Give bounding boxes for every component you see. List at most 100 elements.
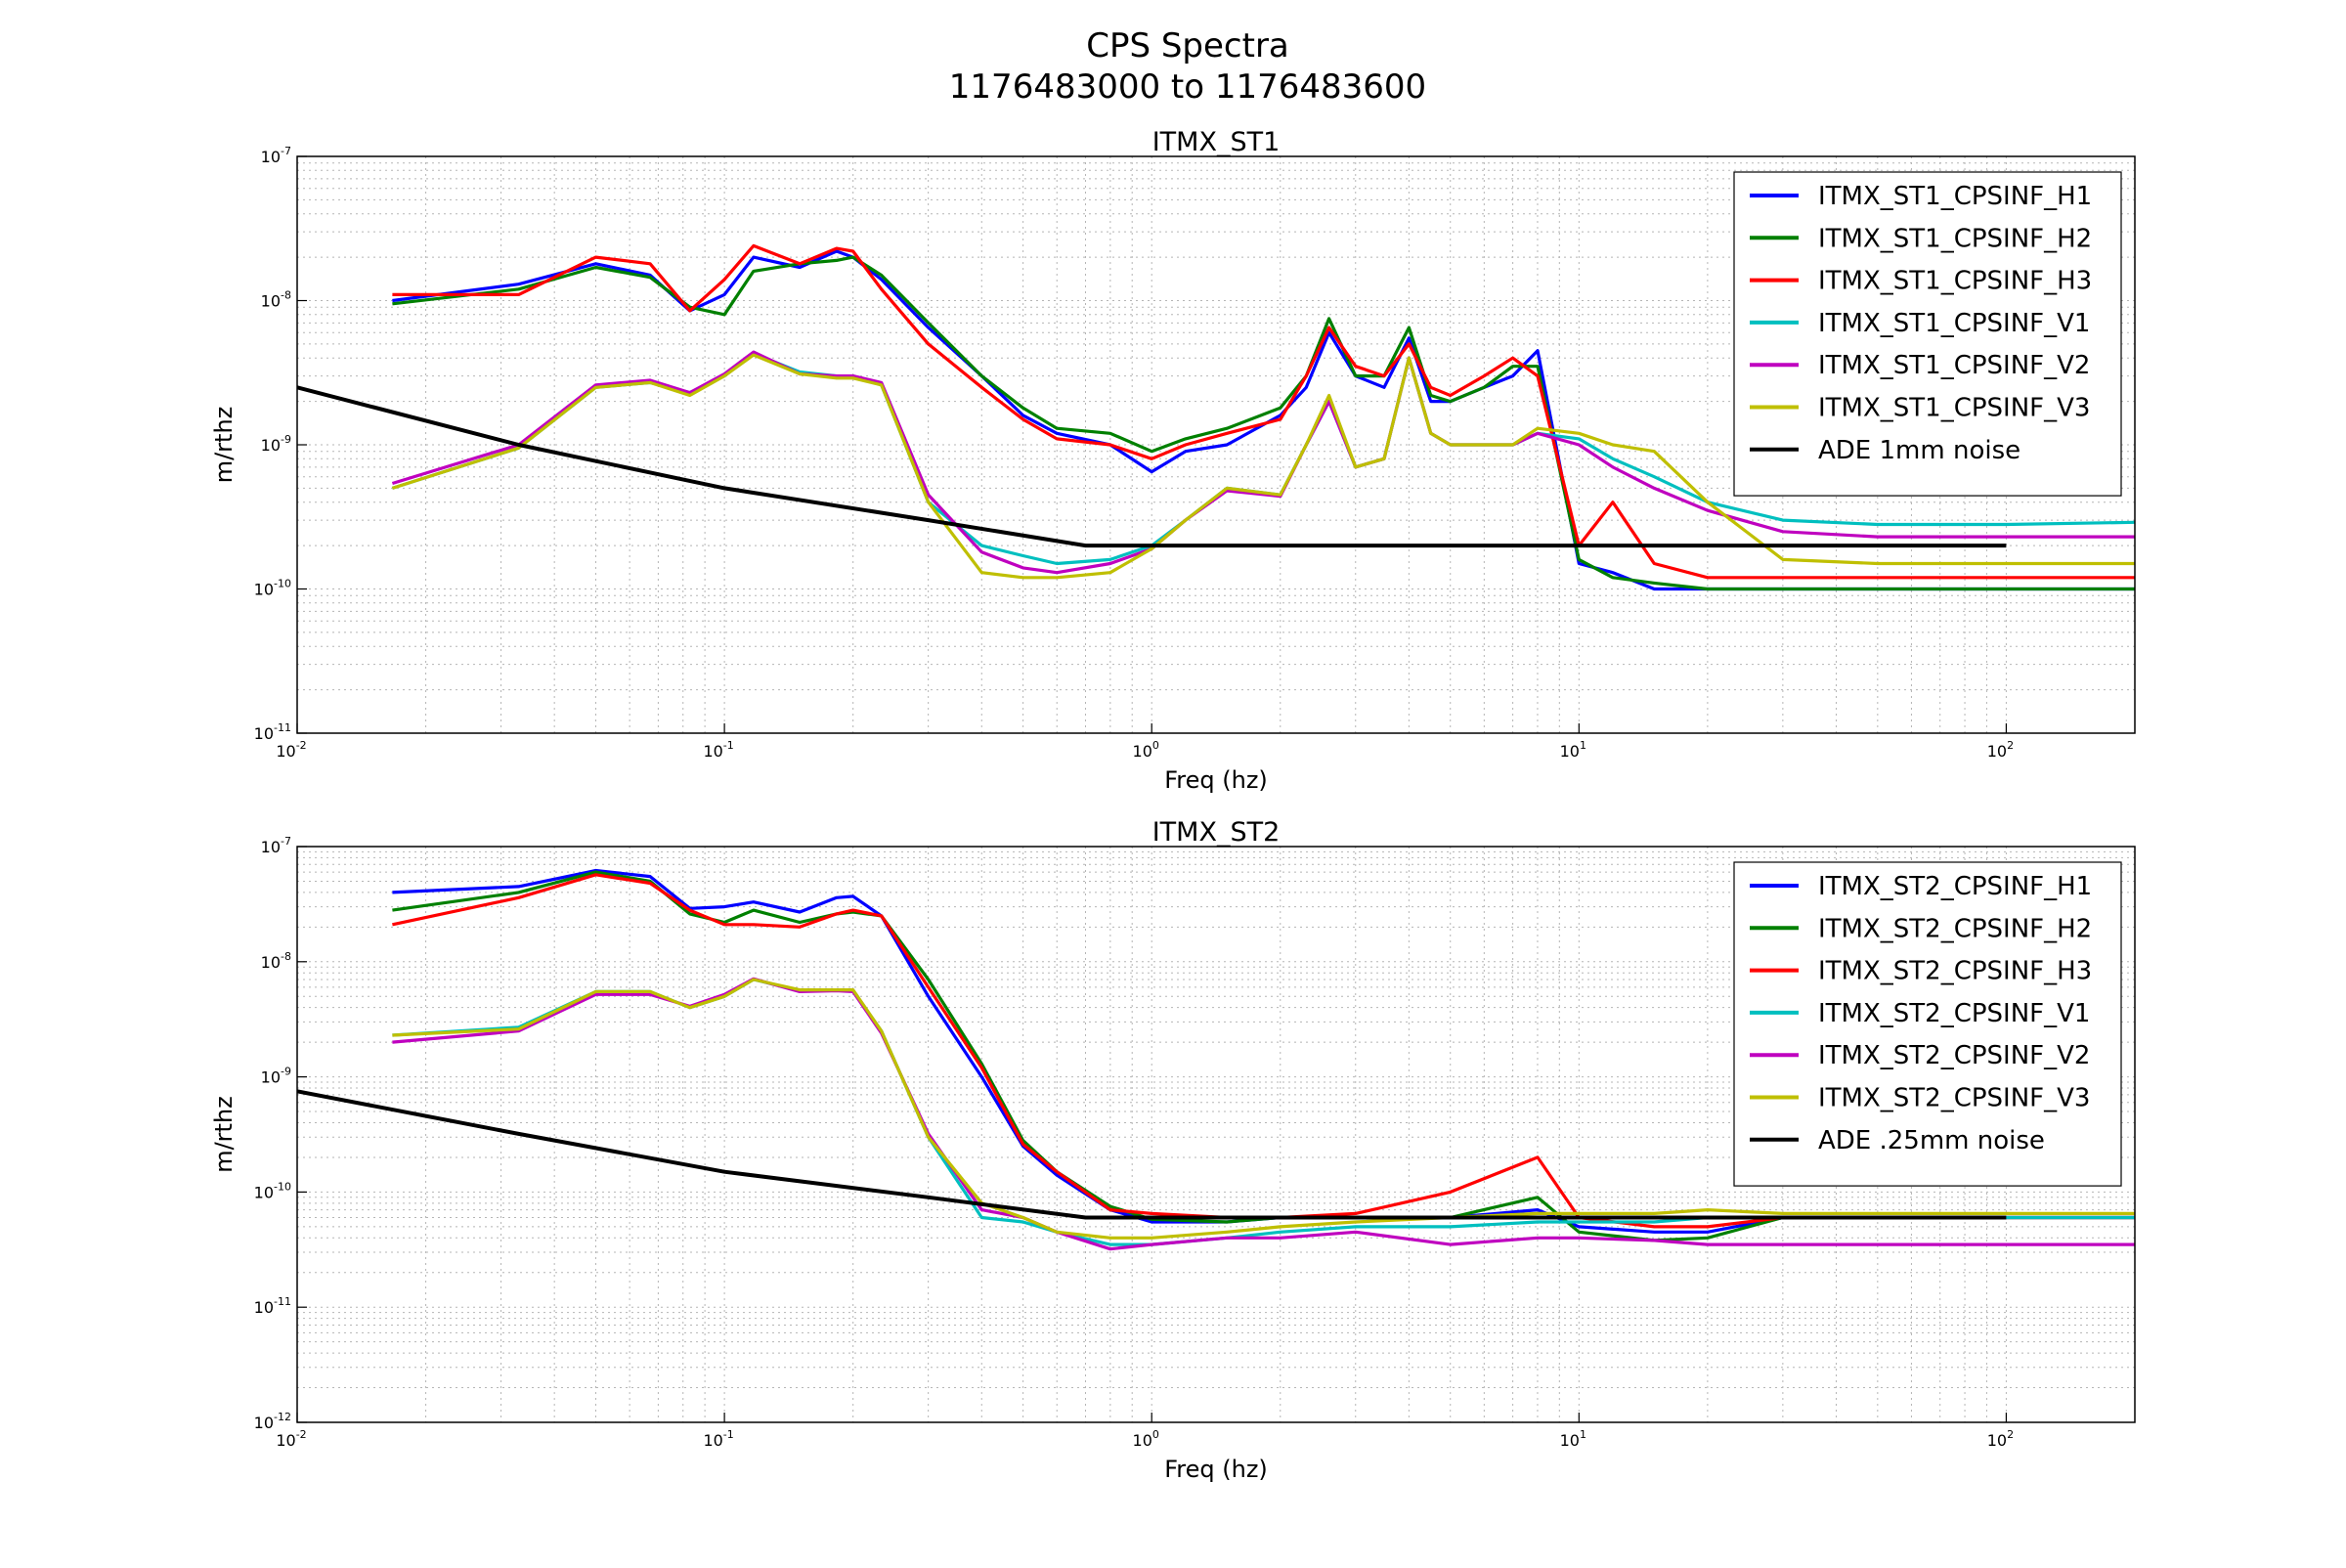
x-tick-base: 10 [1987, 742, 2007, 761]
series-lines [297, 243, 2135, 591]
x-tick-label: 10-2 [276, 1428, 306, 1450]
series-line-itmx-st2-cpsinf-v3 [392, 978, 2135, 1240]
y-tick-exponent: -11 [274, 1295, 291, 1308]
series-line-itmx-st1-cpsinf-h3 [392, 243, 2135, 580]
legend-entry: ITMX_ST2_CPSINF_H3 [1818, 957, 2092, 986]
x-tick-label: 10-1 [703, 739, 733, 761]
legend: ITMX_ST1_CPSINF_H1 ITMX_ST1_CPSINF_H2 ITMX… [1733, 171, 2122, 497]
subplot-title: ITMX_ST2 [1152, 817, 1281, 848]
y-tick-exponent: -10 [274, 1180, 291, 1193]
y-tick-label: 10-7 [261, 145, 291, 166]
x-tick-exponent: 1 [1580, 1428, 1586, 1441]
x-axis-label: Freq (hz) [1164, 766, 1268, 794]
y-tick-exponent: -8 [281, 289, 291, 302]
legend-entry: ITMX_ST2_CPSINF_H1 [1818, 872, 2092, 901]
subplot-title: ITMX_ST1 [1152, 127, 1281, 157]
x-tick-label: 100 [1133, 739, 1159, 761]
legend-entry: ITMX_ST1_CPSINF_H3 [1818, 267, 2092, 296]
subplot-itmx-st2: 10-2 10-1 100 101 10210-1210-1110-1010-910-8… [210, 817, 2136, 1483]
y-tick-label: 10-10 [254, 578, 291, 599]
x-tick-exponent: -1 [723, 1428, 734, 1441]
legend-entry: ITMX_ST1_CPSINF_H2 [1818, 224, 2092, 253]
legend-entry: ADE 1mm noise [1818, 436, 2020, 465]
series-line-ade-1mm-noise [297, 385, 2007, 548]
y-tick-base: 10 [261, 292, 281, 311]
y-tick-label: 10-9 [261, 1066, 291, 1087]
series-line-itmx-st1-cpsinf-h1 [392, 249, 2135, 591]
y-axis-label: m/rthz [210, 407, 238, 484]
y-tick-label: 10-11 [254, 1295, 291, 1317]
series-lines [297, 868, 2135, 1251]
x-tick-base: 10 [1560, 1431, 1580, 1450]
y-tick-label: 10-10 [254, 1180, 291, 1201]
legend-entry: ITMX_ST1_CPSINF_H1 [1818, 182, 2092, 211]
x-tick-exponent: 0 [1152, 1428, 1159, 1441]
legend-box [1733, 861, 2122, 1187]
y-tick-base: 10 [254, 1414, 274, 1432]
legend: ITMX_ST2_CPSINF_H1 ITMX_ST2_CPSINF_H2 ITMX… [1733, 861, 2122, 1187]
x-tick-base: 10 [703, 742, 722, 761]
x-tick-exponent: 1 [1580, 739, 1586, 752]
legend-entry: ITMX_ST2_CPSINF_V2 [1818, 1041, 2090, 1070]
y-tick-base: 10 [261, 436, 281, 455]
axes-frame [296, 846, 2136, 1423]
x-tick-base: 10 [1133, 1431, 1152, 1450]
x-tick-label: 100 [1133, 1428, 1159, 1450]
series-line-itmx-st1-cpsinf-h2 [392, 255, 2135, 591]
y-axis-label: m/rthz [210, 1096, 238, 1173]
y-tick-label: 10-11 [254, 721, 291, 743]
y-tick-base: 10 [261, 1068, 281, 1087]
y-tick-label: 10-9 [261, 433, 291, 455]
figure-title-line2: 1176483000 to 1176483600 [949, 67, 1426, 107]
y-tick-exponent: -12 [274, 1411, 291, 1423]
x-tick-label: 10-2 [276, 739, 306, 761]
y-tick-base: 10 [254, 1298, 274, 1317]
x-tick-exponent: -2 [296, 1428, 307, 1441]
y-tick-label: 10-7 [261, 835, 291, 856]
x-tick-base: 10 [703, 1431, 722, 1450]
y-tick-base: 10 [261, 953, 281, 972]
x-tick-exponent: -2 [296, 739, 307, 752]
legend-entry: ITMX_ST1_CPSINF_V3 [1818, 394, 2090, 423]
legend-entry: ITMX_ST2_CPSINF_V3 [1818, 1084, 2090, 1113]
legend-entry: ITMX_ST2_CPSINF_V1 [1818, 999, 2090, 1028]
y-tick-base: 10 [261, 838, 281, 856]
y-tick-base: 10 [254, 724, 274, 743]
x-tick-exponent: -1 [723, 739, 734, 752]
x-tick-base: 10 [276, 742, 295, 761]
series-line-ade-25mm-noise [297, 1089, 2007, 1220]
x-tick-label: 102 [1987, 1428, 2014, 1450]
y-tick-exponent: -8 [281, 950, 291, 963]
x-tick-base: 10 [1133, 742, 1152, 761]
legend-entry: ITMX_ST2_CPSINF_H2 [1818, 914, 2092, 943]
x-tick-base: 10 [1987, 1431, 2007, 1450]
y-tick-exponent: -9 [281, 1066, 291, 1078]
y-tick-exponent: -9 [281, 433, 291, 446]
series-line-itmx-st1-cpsinf-v2 [391, 350, 2135, 575]
x-tick-label: 101 [1560, 1428, 1586, 1450]
y-tick-base: 10 [254, 1183, 274, 1201]
y-tick-label: 10-12 [254, 1411, 291, 1432]
series-line-itmx-st2-cpsinf-h3 [392, 873, 2135, 1229]
legend-entry: ITMX_ST1_CPSINF_V1 [1818, 309, 2090, 338]
x-axis-label: Freq (hz) [1164, 1456, 1268, 1483]
y-tick-base: 10 [261, 148, 281, 166]
y-tick-label: 10-8 [261, 289, 291, 311]
series-line-itmx-st2-cpsinf-h1 [392, 868, 2135, 1234]
figure-title-line1: CPS Spectra [1086, 26, 1289, 65]
y-tick-exponent: -11 [274, 721, 291, 734]
y-tick-exponent: -7 [281, 835, 291, 848]
x-tick-base: 10 [1560, 742, 1580, 761]
legend-entry: ADE .25mm noise [1818, 1126, 2045, 1155]
y-tick-label: 10-8 [261, 950, 291, 972]
y-tick-exponent: -7 [281, 145, 291, 157]
legend-box [1733, 171, 2122, 497]
x-tick-base: 10 [276, 1431, 295, 1450]
y-tick-exponent: -10 [274, 578, 291, 590]
x-tick-label: 102 [1987, 739, 2014, 761]
x-tick-exponent: 2 [2007, 1428, 2014, 1441]
y-tick-base: 10 [254, 581, 274, 599]
